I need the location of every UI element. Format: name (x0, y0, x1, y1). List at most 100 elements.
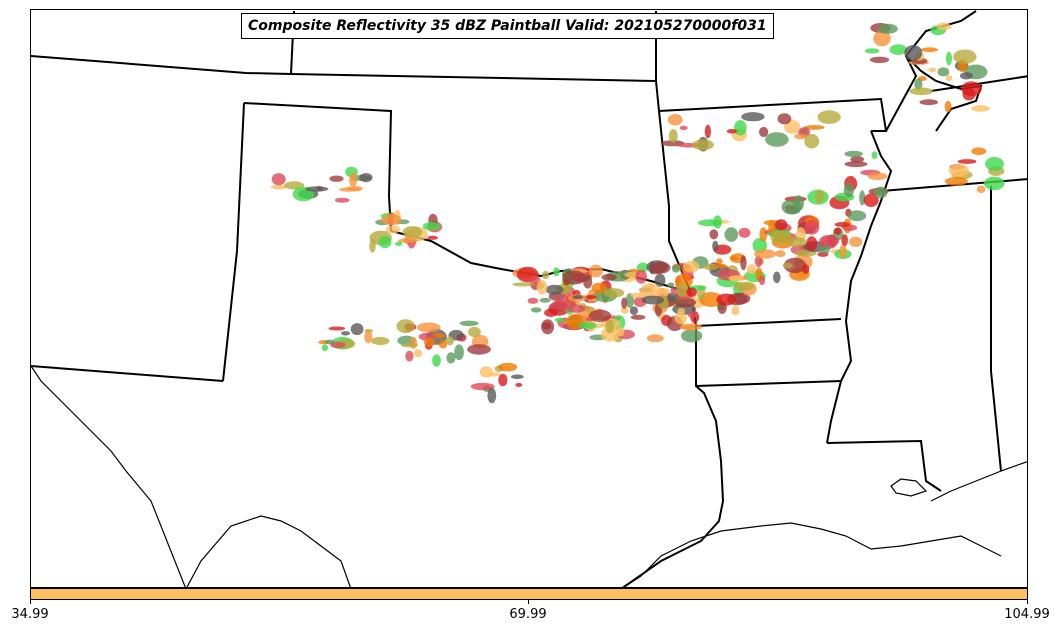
reflectivity-blob (874, 186, 888, 199)
reflectivity-blob (470, 382, 495, 391)
reflectivity-blob (775, 250, 786, 258)
reflectivity-blob (401, 343, 418, 348)
reflectivity-blob (815, 189, 825, 204)
reflectivity-blob (305, 186, 329, 192)
reflectivity-blob (536, 279, 548, 295)
reflectivity-blob (510, 374, 524, 380)
missouri-arkansas (695, 318, 842, 327)
reflectivity-blob (635, 269, 647, 284)
reflectivity-blob (621, 297, 628, 309)
reflectivity-blob (692, 139, 714, 151)
mississippi-river (826, 130, 893, 444)
colorbar-tick-mark (1027, 600, 1028, 604)
reflectivity-blob (770, 230, 791, 245)
reflectivity-blob (904, 45, 923, 61)
reflectivity-blob (641, 295, 665, 305)
reflectivity-blob (346, 186, 363, 191)
reflectivity-blob (841, 234, 848, 246)
reflectivity-blob (378, 236, 392, 249)
colorbar-tick-label: 104.99 (1004, 607, 1050, 622)
reflectivity-blob (821, 235, 840, 247)
reflectivity-blob (971, 105, 990, 112)
reflectivity-blob (844, 161, 868, 168)
reflectivity-blob (945, 51, 953, 66)
reflectivity-blob (867, 172, 888, 181)
reflectivity-blob (341, 331, 351, 336)
reflectivity-blob (468, 326, 481, 338)
reflectivity-blob (445, 336, 454, 346)
reflectivity-blob (758, 275, 766, 286)
reflectivity-blob (773, 271, 781, 284)
reflectivity-blob (583, 275, 593, 289)
reflectivity-blob (620, 306, 629, 314)
reflectivity-blob (649, 261, 671, 274)
colorbar (30, 588, 1028, 600)
reflectivity-blob (467, 344, 491, 355)
reflectivity-blob (794, 133, 807, 140)
arkansas-oklahoma (622, 292, 725, 587)
reflectivity-blob (914, 78, 923, 90)
reflectivity-blob (716, 293, 736, 306)
new-mexico-north (243, 102, 393, 197)
reflectivity-blob (562, 270, 586, 285)
reflectivity-blob (819, 244, 830, 254)
reflectivity-blob (446, 352, 456, 364)
new-mexico-east (222, 102, 245, 382)
reflectivity-blob (741, 112, 765, 122)
reflectivity-blob (782, 262, 793, 269)
reflectivity-blob (364, 330, 373, 344)
reflectivity-blob (396, 319, 415, 334)
reflectivity-blob (877, 23, 898, 34)
reflectivity-blob (397, 238, 418, 243)
reflectivity-blob (605, 319, 615, 334)
reflectivity-blob (578, 322, 597, 329)
reflectivity-blob (871, 151, 878, 160)
reflectivity-blob (515, 382, 523, 387)
reflectivity-blob (726, 129, 738, 134)
reflectivity-blob (603, 288, 625, 298)
reflectivity-blob (806, 236, 818, 252)
reflectivity-blob (765, 132, 789, 147)
reflectivity-blob (271, 173, 286, 186)
reflectivity-blob (588, 309, 612, 322)
louisiana-north (826, 439, 942, 492)
reflectivity-blob (667, 282, 675, 288)
reflectivity-blob (713, 215, 722, 229)
reflectivity-blob (586, 317, 594, 322)
reflectivity-blob (686, 287, 697, 297)
reflectivity-blob (834, 222, 850, 227)
reflectivity-blob (728, 275, 743, 282)
reflectivity-blob (788, 237, 807, 248)
reflectivity-blob (498, 373, 508, 387)
reflectivity-blob (422, 221, 441, 231)
reflectivity-blob (646, 334, 664, 343)
reflectivity-blob (667, 114, 683, 126)
reflectivity-blob (545, 284, 564, 295)
reflectivity-blob (844, 150, 863, 158)
reflectivity-blob (909, 87, 934, 96)
reflectivity-blob (985, 157, 1004, 171)
reflectivity-blob (754, 255, 763, 268)
reflectivity-blob (774, 219, 788, 231)
reflectivity-blob (859, 190, 866, 206)
reflectivity-blob (395, 241, 403, 246)
reflectivity-blob (539, 297, 551, 303)
reflectivity-blob (783, 257, 807, 274)
colorbar-tick-label: 69.99 (509, 607, 547, 622)
reflectivity-blob (738, 227, 751, 238)
reflectivity-blob (817, 110, 841, 124)
reflectivity-blob (849, 236, 863, 247)
reflectivity-blob (591, 282, 607, 294)
reflectivity-blob (654, 273, 666, 287)
reflectivity-blob (572, 295, 584, 300)
reflectivity-blob (864, 48, 880, 54)
reflectivity-blob (676, 282, 689, 298)
reflectivity-blob (839, 244, 847, 258)
map-panel (30, 9, 1028, 588)
reflectivity-blob (600, 327, 620, 342)
reflectivity-blob (709, 229, 719, 240)
reflectivity-blob (873, 30, 891, 47)
reflectivity-map (31, 10, 1027, 587)
reflectivity-blob (674, 297, 697, 308)
reflectivity-blob (432, 354, 441, 367)
